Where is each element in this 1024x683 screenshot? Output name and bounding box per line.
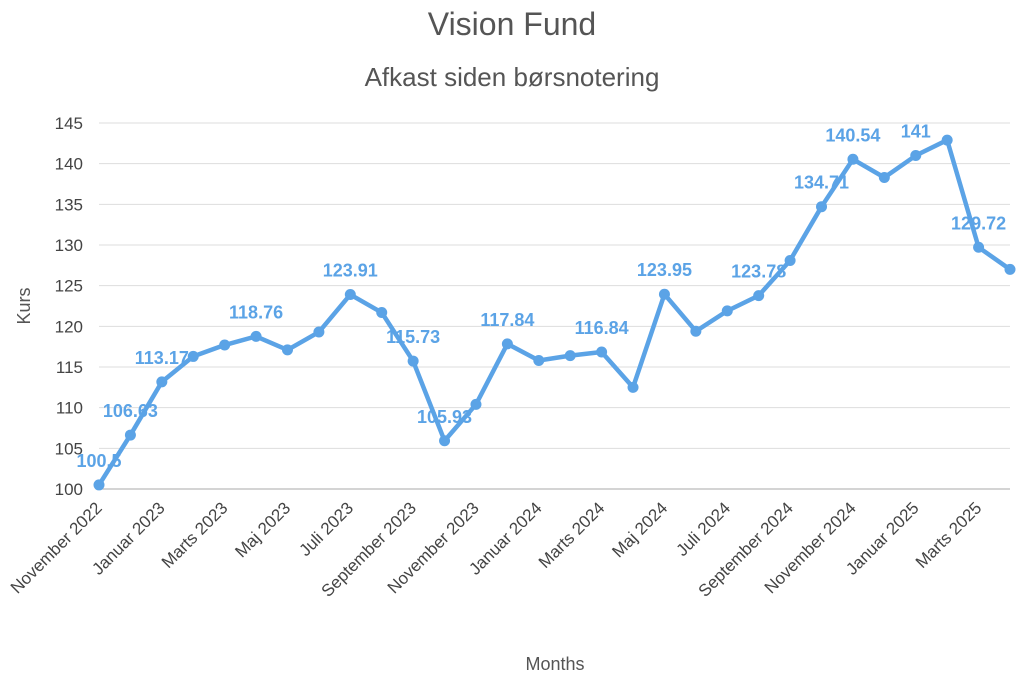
data-point <box>533 354 545 366</box>
data-point <box>596 346 608 358</box>
data-point <box>973 241 985 253</box>
data-point <box>816 201 828 213</box>
data-point <box>658 288 670 300</box>
data-label: 140.54 <box>825 125 880 145</box>
data-label: 118.76 <box>229 302 283 322</box>
x-axis-label: Months <box>525 654 584 674</box>
data-point <box>1004 263 1016 275</box>
data-point <box>187 350 199 362</box>
data-point <box>878 171 890 183</box>
x-tick-label: Maj 2024 <box>608 498 671 561</box>
data-point <box>439 435 451 447</box>
data-point <box>910 150 922 162</box>
y-axis-ticks: 100 105 110 115 120 125 130 135 140 145 <box>55 114 83 499</box>
data-point <box>124 429 136 441</box>
data-point <box>281 344 293 356</box>
data-label: 116.84 <box>575 318 629 338</box>
data-label: 129.72 <box>951 213 1006 233</box>
data-point <box>156 376 168 388</box>
chart-subtitle: Afkast siden børsnotering <box>364 62 660 92</box>
data-label: 106.63 <box>103 401 158 421</box>
y-tick-label: 125 <box>55 277 83 296</box>
data-point <box>721 305 733 317</box>
data-point <box>690 325 702 337</box>
data-label: 134.71 <box>794 173 849 193</box>
data-point <box>376 307 388 319</box>
x-tick-label: Marts 2024 <box>535 498 609 572</box>
x-tick-label: Marts 2023 <box>158 498 232 572</box>
y-tick-label: 120 <box>55 317 83 336</box>
data-point <box>250 330 262 342</box>
x-tick-label: November 2022 <box>7 498 106 597</box>
data-point <box>407 355 419 367</box>
x-tick-label: Juli 2024 <box>673 498 735 560</box>
grid <box>99 122 1010 490</box>
y-tick-label: 115 <box>56 358 83 377</box>
x-tick-label: Maj 2023 <box>231 498 294 561</box>
y-tick-label: 130 <box>55 236 83 255</box>
y-tick-label: 140 <box>55 155 83 174</box>
series-group <box>93 134 1016 491</box>
data-point <box>470 398 482 410</box>
chart-title: Vision Fund <box>427 6 597 42</box>
data-point <box>847 153 859 165</box>
data-point <box>344 289 356 301</box>
data-point <box>753 290 765 302</box>
data-point <box>627 381 639 393</box>
x-tick-label: Juli 2023 <box>296 498 358 560</box>
data-label: 117.84 <box>480 310 534 330</box>
y-tick-label: 105 <box>55 439 83 458</box>
data-point <box>219 339 231 351</box>
y-tick-label: 100 <box>55 480 83 499</box>
data-label: 141 <box>901 122 931 142</box>
data-point <box>784 254 796 266</box>
data-label: 123.95 <box>637 260 692 280</box>
y-tick-label: 110 <box>56 399 83 418</box>
data-label: 115.73 <box>386 327 440 347</box>
data-point <box>941 134 953 146</box>
y-tick-label: 135 <box>55 195 83 214</box>
data-label: 100.5 <box>76 451 121 471</box>
y-tick-label: 145 <box>55 114 83 133</box>
x-tick-label: Marts 2025 <box>912 498 986 572</box>
data-point <box>93 479 105 491</box>
data-point <box>564 350 576 362</box>
data-labels: 100.5 106.63 113.17 118.76 123.91 115.73 105.9… <box>76 122 1006 471</box>
data-label: 123.91 <box>323 261 378 281</box>
data-label: 123.78 <box>731 262 786 282</box>
data-label: 105.93 <box>417 407 472 427</box>
data-point <box>313 326 325 338</box>
y-axis-label: Kurs <box>14 287 34 324</box>
data-label: 113.17 <box>135 348 189 368</box>
data-point <box>501 338 513 350</box>
